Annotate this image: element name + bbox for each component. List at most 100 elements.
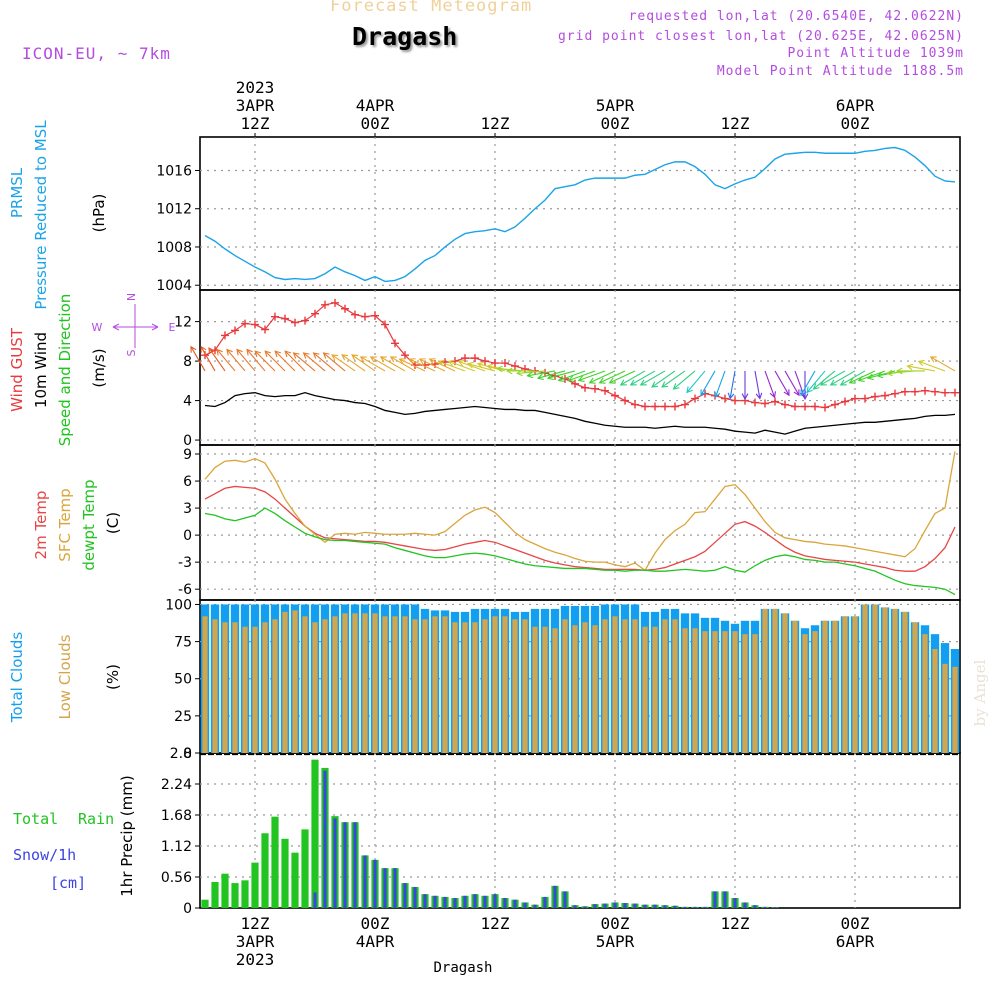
rain-bar bbox=[291, 852, 299, 908]
pressure-msl-label: Pressure Reduced to MSL bbox=[32, 120, 50, 310]
wind-arrow-head bbox=[379, 356, 387, 363]
gust-marker bbox=[371, 311, 379, 320]
wind-direction-arrow bbox=[630, 370, 656, 386]
wind-arrow-head bbox=[741, 393, 749, 401]
wind-direction-arrow bbox=[547, 370, 576, 379]
wind-direction-arrow bbox=[774, 370, 790, 396]
wind-arrow-head bbox=[806, 386, 813, 394]
top-time-label: 5APR bbox=[596, 96, 635, 115]
bottom-time-label: 12Z bbox=[481, 914, 510, 933]
wind-arrow-head bbox=[246, 348, 253, 356]
wind-direction-arrow bbox=[303, 352, 326, 372]
low-cloud-bar bbox=[462, 622, 468, 753]
wind-arrow-head bbox=[661, 381, 669, 388]
gust-marker bbox=[831, 400, 839, 409]
snow-bar bbox=[603, 903, 607, 908]
gust-marker bbox=[341, 304, 349, 313]
wind-direction-arrow bbox=[858, 370, 886, 382]
low-cloud-bar bbox=[292, 610, 298, 753]
wind-direction-arrow bbox=[754, 370, 761, 399]
wind-arrow-head bbox=[848, 377, 856, 384]
wind10m-line bbox=[204, 391, 956, 435]
rain-bar bbox=[211, 881, 219, 908]
wind-direction-arrow bbox=[673, 370, 696, 390]
sfc-temp-label: SFC Temp bbox=[56, 488, 74, 561]
bottom-time-label: 5APR bbox=[596, 932, 635, 951]
dewpt-line bbox=[204, 507, 956, 596]
wind-speed-direction-label: Speed and Direction bbox=[56, 294, 74, 447]
wind-direction-arrow bbox=[351, 354, 376, 372]
low-cloud-bar bbox=[512, 619, 518, 753]
snow-bar bbox=[683, 906, 687, 908]
snow-bar bbox=[323, 770, 327, 908]
low-cloud-bar bbox=[822, 620, 828, 753]
wind-direction-arrow bbox=[274, 350, 296, 372]
snow-bar bbox=[313, 892, 317, 908]
gust-marker bbox=[461, 354, 469, 363]
forecast-title: Forecast Meteogram bbox=[330, 0, 533, 16]
wind10m-label: 10m Wind bbox=[32, 332, 50, 408]
dewpt-label: dewpt Temp bbox=[80, 479, 98, 570]
rain-bar bbox=[241, 880, 249, 908]
gust-marker bbox=[781, 400, 789, 409]
low-cloud-bar bbox=[892, 608, 898, 753]
wind-direction-arrow bbox=[620, 370, 646, 386]
gust-marker bbox=[751, 398, 759, 407]
low-cloud-bar bbox=[532, 626, 538, 753]
y-tick-label: 8 bbox=[183, 354, 192, 370]
temp-unit-label: (C) bbox=[104, 512, 122, 534]
grid-pressure: 1004 1008 1012 1016 bbox=[156, 137, 960, 294]
low-cloud-bar bbox=[322, 619, 328, 753]
y-tick-label: 1008 bbox=[156, 240, 192, 256]
wind-direction-arrow bbox=[800, 370, 816, 396]
temp2m-line bbox=[204, 485, 956, 572]
point-altitude: Point Altitude 1039m bbox=[787, 46, 964, 61]
top-time-label: 12Z bbox=[721, 114, 750, 133]
low-cloud-bar bbox=[312, 622, 318, 753]
wind-arrow-head bbox=[408, 358, 416, 365]
wind-direction-arrow bbox=[527, 370, 556, 377]
gust-marker bbox=[481, 357, 489, 366]
low-cloud-bar bbox=[232, 622, 238, 753]
snow-bar bbox=[713, 891, 717, 908]
wind-direction-arrow bbox=[918, 360, 946, 372]
top-time-label: 00Z bbox=[361, 114, 390, 133]
wind-arrow-head bbox=[331, 354, 339, 361]
wind-arrow-head bbox=[755, 392, 763, 400]
wind-arrow-head bbox=[567, 375, 575, 382]
wind-direction-arrow bbox=[226, 349, 246, 372]
gust-marker bbox=[261, 325, 269, 334]
snow-bar bbox=[493, 894, 497, 908]
gust-marker bbox=[901, 387, 909, 396]
clouds-unit-label: (%) bbox=[104, 664, 122, 690]
wind-arrow-head bbox=[783, 389, 790, 397]
footer-location: Dragash bbox=[433, 960, 492, 976]
bottom-time-label: 00Z bbox=[361, 914, 390, 933]
y-tick-label: 50 bbox=[174, 672, 192, 688]
pressure-line bbox=[204, 146, 956, 283]
low-cloud-bar bbox=[362, 613, 368, 753]
wind-direction-arrow bbox=[438, 360, 466, 372]
location-title: Dragash bbox=[352, 22, 458, 51]
low-cloud-bar bbox=[422, 619, 428, 753]
wind-arrow-head bbox=[639, 379, 647, 386]
y-tick-label: 1004 bbox=[156, 278, 192, 294]
bottom-time-label: 12Z bbox=[721, 914, 750, 933]
wind-direction-arrow bbox=[323, 352, 346, 372]
y-tick-label: 9 bbox=[183, 447, 192, 463]
low-cloud-bar bbox=[412, 619, 418, 753]
snow-bar bbox=[543, 896, 547, 908]
low-cloud-bar bbox=[542, 626, 548, 753]
wind-direction-arrow bbox=[458, 360, 486, 372]
wind-arrow-head bbox=[526, 371, 534, 379]
y-tick-label: 2.24 bbox=[161, 777, 192, 793]
y-tick-label: 75 bbox=[174, 635, 192, 651]
snow-bar bbox=[443, 896, 447, 908]
bottom-time-label: 4APR bbox=[356, 932, 395, 951]
bottom-time-label: 3APR bbox=[236, 932, 275, 951]
snow-bar bbox=[623, 903, 627, 908]
snow-bar bbox=[433, 895, 437, 908]
low-cloud-bar bbox=[902, 611, 908, 753]
wind-direction-arrow bbox=[794, 370, 806, 398]
low-cloud-bar bbox=[692, 628, 698, 753]
